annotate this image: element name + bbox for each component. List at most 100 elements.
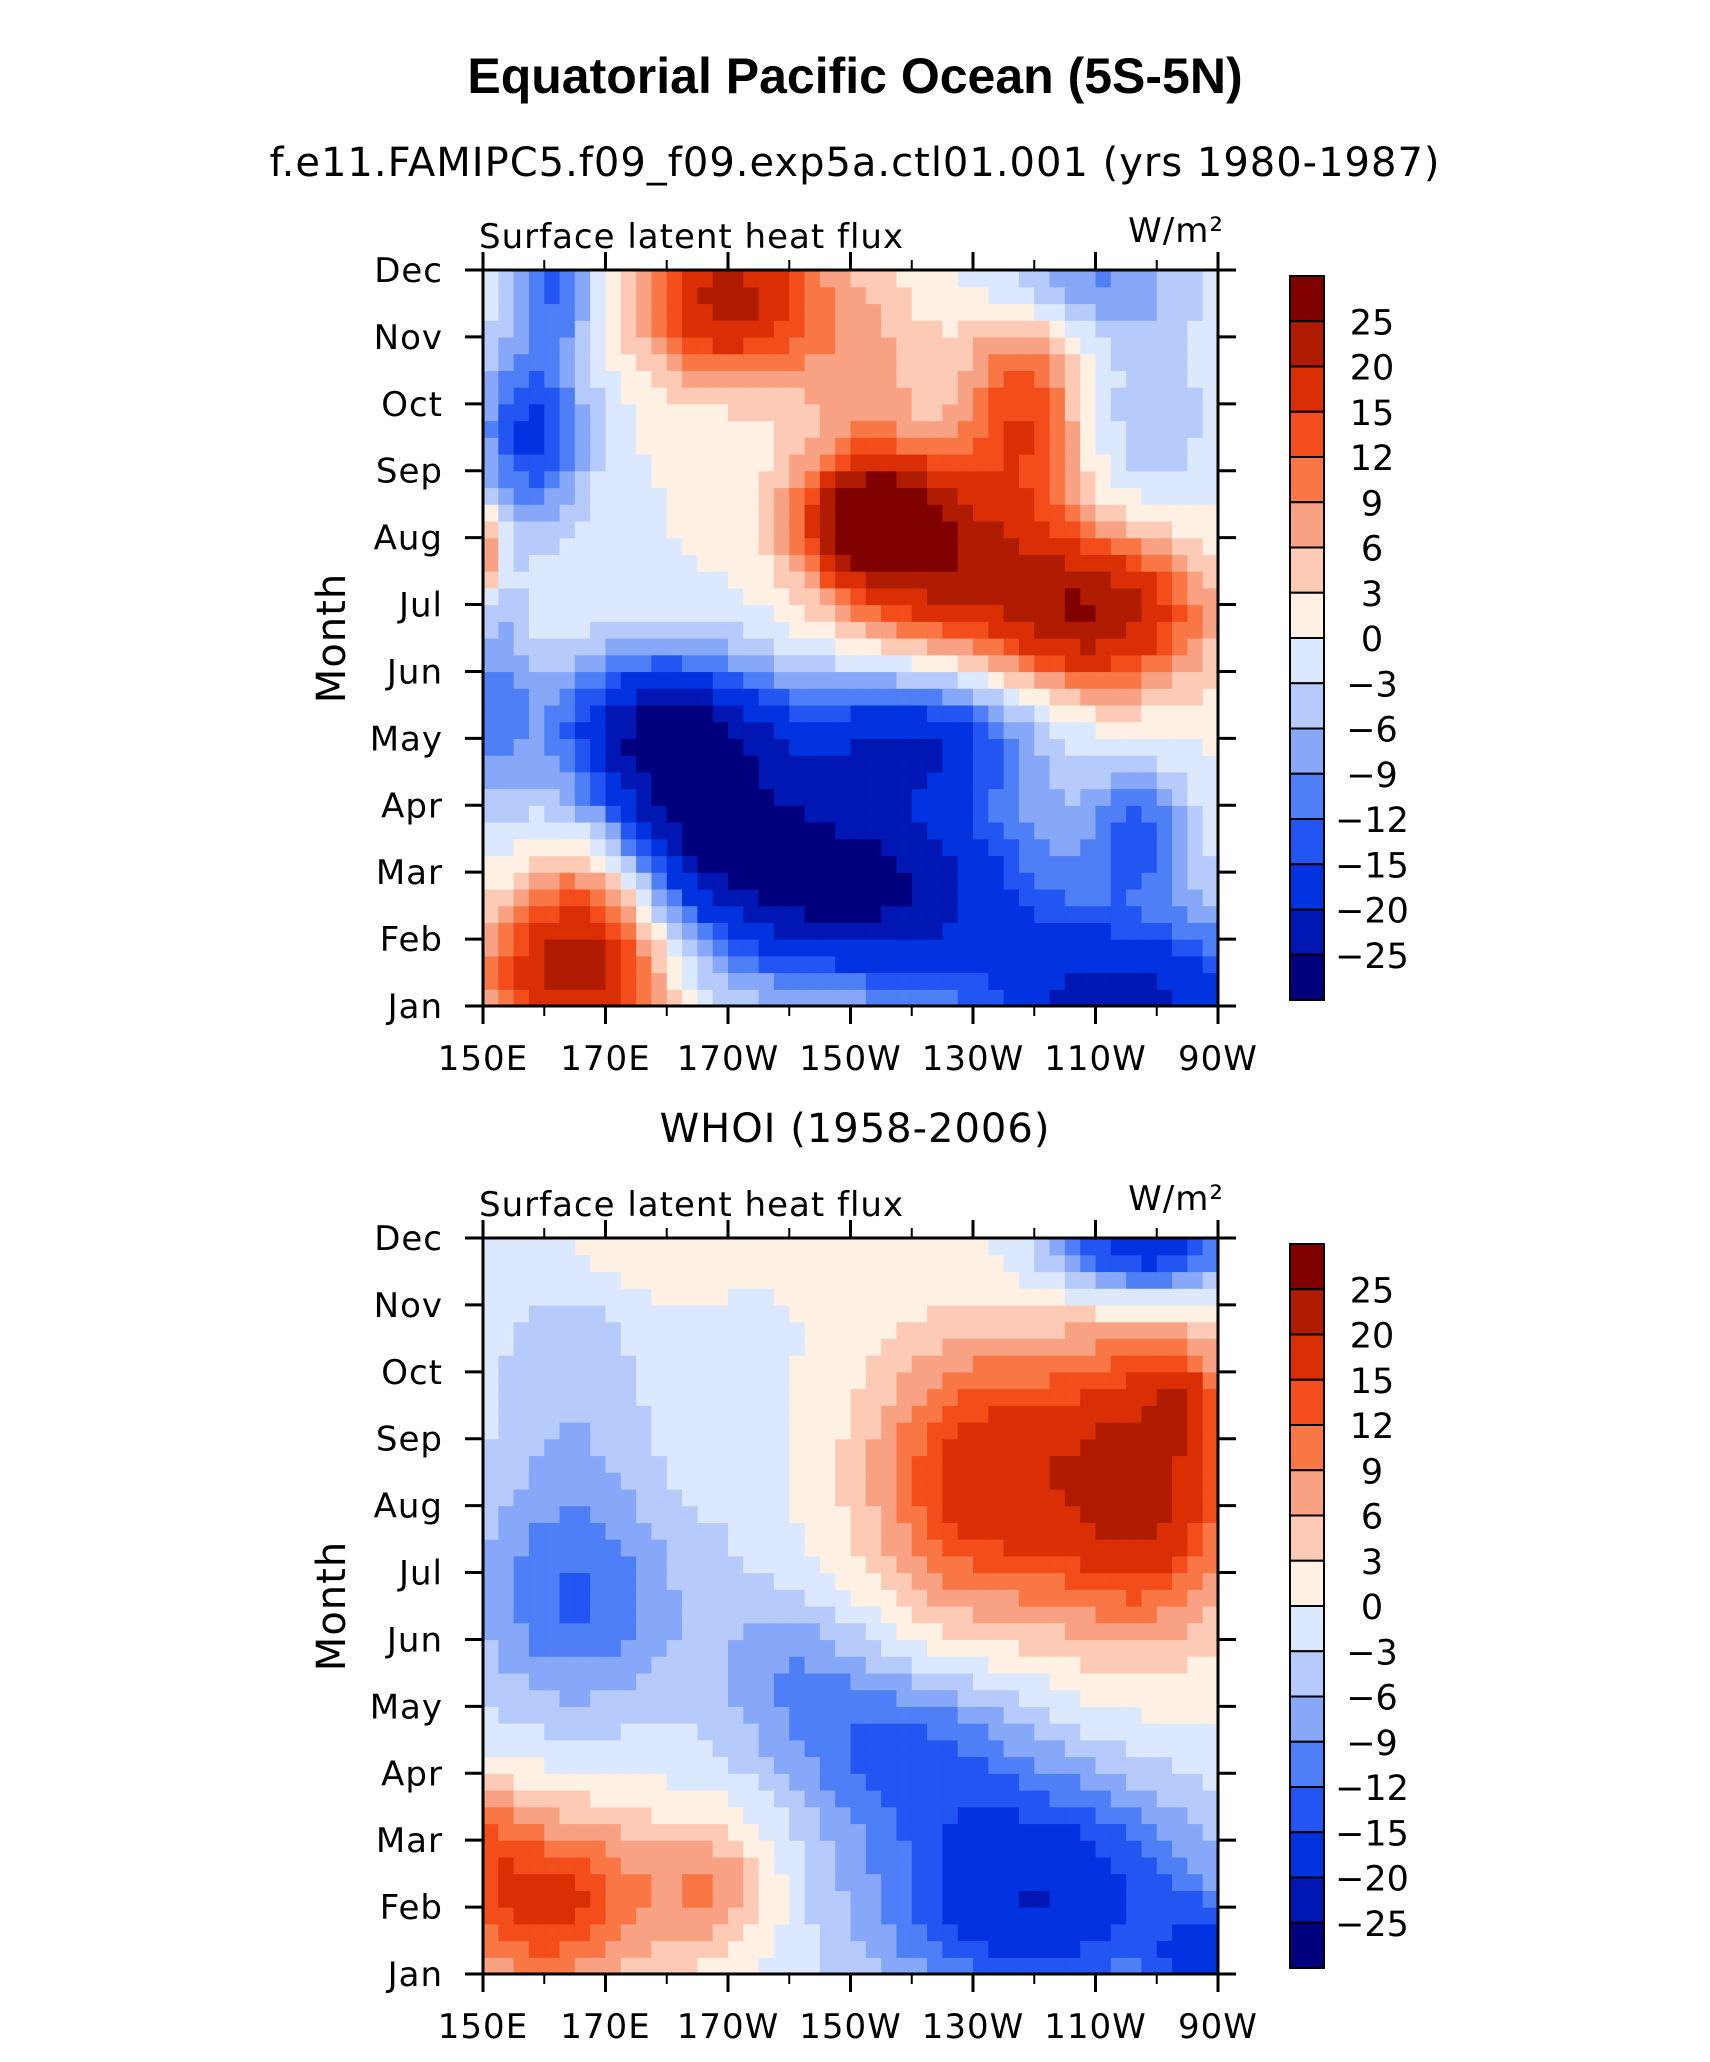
heatmap-cell [1049, 1338, 1066, 1356]
heatmap-cell [789, 1555, 806, 1574]
heatmap-cell [728, 905, 744, 923]
heatmap-cell [804, 972, 821, 990]
heatmap-cell [1049, 1355, 1066, 1373]
heatmap-cell [819, 1472, 836, 1490]
heatmap-cell [773, 336, 790, 355]
heatmap-cell [605, 621, 622, 639]
heatmap-cell [1156, 654, 1173, 673]
heatmap-cell [743, 1321, 760, 1339]
heatmap-cell [743, 1639, 760, 1657]
heatmap-cell [1064, 504, 1081, 522]
heatmap-cell [957, 905, 974, 923]
heatmap-cell [513, 270, 530, 288]
heatmap-cell [804, 1940, 821, 1958]
heatmap-cell [712, 1539, 729, 1557]
heatmap-cell [498, 387, 515, 405]
heatmap-cell [743, 671, 760, 689]
heatmap-cell [712, 1739, 729, 1758]
panel-subtitle: f.e11.FAMIPC5.f09_f09.exp5a.ctl01.001 (y… [269, 140, 1440, 186]
heatmap-cell [819, 1254, 836, 1273]
heatmap-cell [927, 1338, 943, 1356]
heatmap-cell [1003, 604, 1020, 622]
heatmap-cell [819, 1572, 836, 1590]
heatmap-cell [1141, 1238, 1158, 1256]
heatmap-cell [1110, 654, 1127, 673]
heatmap-cell [1034, 1957, 1051, 1975]
heatmap-cell [728, 838, 744, 857]
heatmap-cell [651, 554, 668, 572]
heatmap-cell [957, 838, 974, 857]
heatmap-cell [682, 604, 698, 622]
heatmap-cell [1126, 905, 1143, 923]
heatmap-cell [1003, 1405, 1020, 1423]
heatmap-cell [1064, 270, 1081, 288]
heatmap-cell [574, 504, 591, 522]
heatmap-cell [957, 805, 974, 823]
colorbar-label: 25 [1350, 303, 1395, 343]
heatmap-cell [988, 571, 1005, 589]
heatmap-cell [574, 1438, 591, 1457]
heatmap-cell [682, 1472, 698, 1490]
x-tick-label: 130W [922, 1039, 1025, 1079]
heatmap-cell [881, 1572, 898, 1590]
heatmap-cell [1187, 1288, 1204, 1306]
heatmap-cell [957, 286, 974, 305]
heatmap-cell [605, 1689, 622, 1707]
heatmap-cell [605, 654, 622, 673]
colorbar-swatch [1289, 1378, 1325, 1426]
heatmap-cell [911, 487, 928, 505]
heatmap-cell [528, 1522, 545, 1540]
heatmap-cell [927, 1472, 943, 1490]
heatmap-cell [1110, 1656, 1127, 1674]
heatmap-cell [819, 1739, 836, 1758]
heatmap-cell [728, 654, 744, 673]
heatmap-cell [728, 788, 744, 806]
heatmap-cell [850, 1572, 867, 1590]
heatmap-cell [1064, 755, 1081, 773]
heatmap-cell [712, 1522, 729, 1540]
heatmap-cell [1095, 454, 1112, 472]
heatmap-cell [819, 788, 836, 806]
colorbar-swatch [1289, 637, 1325, 685]
heatmap-cell [1202, 738, 1219, 756]
heatmap-cell [697, 955, 714, 974]
heatmap-cell [1064, 1488, 1081, 1507]
heatmap-cell [835, 303, 852, 321]
heatmap-cell [835, 1907, 852, 1925]
heatmap-cell [590, 972, 607, 990]
heatmap-cell [1034, 336, 1051, 355]
heatmap-cell [973, 972, 989, 990]
heatmap-cell [712, 771, 729, 790]
heatmap-cell [590, 487, 607, 505]
heatmap-cell [850, 403, 867, 422]
heatmap-cell [697, 939, 714, 957]
heatmap-cell [620, 922, 637, 940]
colorbar-label: −25 [1335, 1905, 1409, 1945]
heatmap-cell [666, 771, 683, 790]
heatmap-cell [1095, 905, 1112, 923]
heatmap-cell [728, 939, 744, 957]
heatmap-cell [1126, 1739, 1143, 1758]
heatmap-cell [1018, 571, 1035, 589]
heatmap-cell [1003, 1606, 1020, 1624]
heatmap-cell [513, 303, 530, 321]
heatmap-cell [1080, 1656, 1097, 1674]
heatmap-cell [804, 1957, 821, 1975]
heatmap-cell [1202, 905, 1219, 923]
heatmap-cell [605, 1957, 622, 1975]
heatmap-cell [865, 370, 882, 388]
heatmap-cell [1172, 1606, 1188, 1624]
heatmap-cell [544, 1371, 561, 1390]
heatmap-cell [911, 972, 928, 990]
heatmap-cell [559, 1923, 576, 1942]
heatmap-cell [559, 1606, 576, 1624]
heatmap-cell [528, 1539, 545, 1557]
heatmap-cell [881, 1940, 898, 1958]
heatmap-cell [574, 654, 591, 673]
heatmap-cell [574, 437, 591, 455]
heatmap-cell [973, 939, 989, 957]
heatmap-cell [513, 1890, 530, 1908]
heatmap-cell [743, 320, 760, 338]
heatmap-cell [651, 1823, 668, 1841]
heatmap-cell [712, 939, 729, 957]
